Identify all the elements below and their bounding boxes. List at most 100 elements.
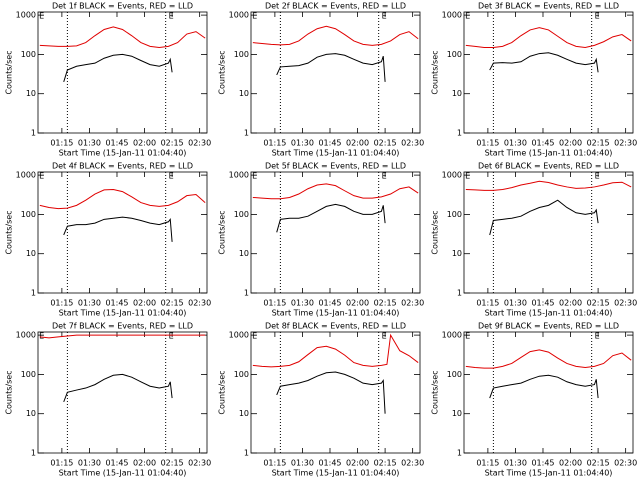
y-axis-label: Counts/sec — [5, 370, 14, 414]
x-tick-label: 01:30 — [78, 299, 101, 308]
y-tick-label: 100 — [234, 210, 249, 219]
x-tick-label: 02:30 — [401, 459, 424, 468]
y-tick-label: 1000 — [442, 171, 462, 180]
x-tick-label: 02:30 — [614, 299, 637, 308]
chart-title: Det 2f BLACK = Events, RED = LLD — [265, 2, 406, 11]
x-tick-label: 02:15 — [161, 299, 184, 308]
chart-title: Det 6f BLACK = Events, RED = LLD — [478, 162, 619, 171]
x-tick-label: 01:30 — [504, 459, 527, 468]
annotation: E — [595, 172, 600, 181]
annotation: E — [169, 12, 174, 21]
series-line — [252, 183, 419, 200]
y-tick-label: 100 — [234, 370, 249, 379]
x-tick-label: 01:30 — [291, 299, 314, 308]
y-tick-label: 1000 — [442, 11, 462, 20]
x-axis-label: Start Time (15-Jan-11 01:04:40) — [485, 309, 613, 318]
chart-title: Det 1f BLACK = Events, RED = LLD — [52, 2, 193, 11]
y-tick-label: 1 — [244, 449, 249, 458]
annotation: E — [252, 332, 257, 341]
x-tick-label: 01:15 — [263, 299, 286, 308]
panel: Det 4f BLACK = Events, RED = LLD Counts/s… — [5, 162, 212, 318]
x-tick-label: 02:00 — [133, 139, 156, 148]
x-tick-label: 02:00 — [559, 139, 582, 148]
chart-title: Det 7f BLACK = Events, RED = LLD — [52, 322, 193, 331]
x-tick-label: 01:45 — [318, 139, 341, 148]
x-tick-label: 01:30 — [504, 299, 527, 308]
series-line — [489, 52, 599, 73]
x-tick-label: 01:15 — [263, 459, 286, 468]
y-tick-label: 1 — [457, 289, 462, 298]
series-line — [465, 180, 632, 191]
panel: Det 5f BLACK = Events, RED = LLD Counts/s… — [218, 162, 425, 318]
x-tick-label: 02:30 — [614, 459, 637, 468]
y-tick-label: 100 — [21, 50, 36, 59]
annotation: E — [169, 332, 174, 341]
chart-title: Det 8f BLACK = Events, RED = LLD — [265, 322, 406, 331]
y-tick-label: 1000 — [229, 331, 249, 340]
x-tick-label: 02:30 — [188, 299, 211, 308]
x-tick-label: 02:00 — [559, 299, 582, 308]
annotation: E — [39, 12, 44, 21]
y-axis-label: Counts/sec — [431, 50, 440, 94]
y-tick-label: 1000 — [229, 11, 249, 20]
x-tick-label: 01:45 — [105, 459, 128, 468]
annotation: E — [169, 172, 174, 181]
y-axis-label: Counts/sec — [5, 210, 14, 254]
x-tick-label: 01:30 — [78, 139, 101, 148]
annotation: E — [252, 12, 257, 21]
chart-title: Det 5f BLACK = Events, RED = LLD — [265, 162, 406, 171]
annotation: E — [39, 332, 44, 341]
panel: Det 9f BLACK = Events, RED = LLD Counts/s… — [431, 322, 638, 478]
x-tick-label: 01:30 — [78, 459, 101, 468]
plot-frame — [37, 171, 208, 294]
series-line — [465, 349, 632, 369]
y-axis-label: Counts/sec — [218, 370, 227, 414]
y-tick-label: 1000 — [442, 331, 462, 340]
y-tick-label: 100 — [447, 210, 462, 219]
x-tick-label: 02:30 — [188, 459, 211, 468]
x-tick-label: 02:15 — [161, 459, 184, 468]
series-line — [63, 216, 173, 242]
y-tick-label: 1 — [457, 449, 462, 458]
y-tick-label: 1 — [31, 129, 36, 138]
annotation: E — [595, 332, 600, 341]
y-tick-label: 10 — [452, 249, 462, 258]
y-axis-label: Counts/sec — [431, 370, 440, 414]
y-tick-label: 1 — [244, 129, 249, 138]
x-tick-label: 01:45 — [105, 299, 128, 308]
x-tick-label: 02:00 — [559, 459, 582, 468]
chart-title: Det 3f BLACK = Events, RED = LLD — [478, 2, 619, 11]
annotation: E — [382, 12, 387, 21]
series-line — [276, 53, 386, 82]
x-tick-label: 01:30 — [291, 459, 314, 468]
x-tick-label: 01:45 — [531, 299, 554, 308]
y-axis-label: Counts/sec — [218, 210, 227, 254]
panel: Det 6f BLACK = Events, RED = LLD Counts/s… — [431, 162, 638, 318]
x-axis-label: Start Time (15-Jan-11 01:04:40) — [485, 469, 613, 478]
y-tick-label: 1000 — [16, 171, 36, 180]
series-line — [276, 371, 386, 414]
x-tick-label: 02:30 — [401, 139, 424, 148]
y-tick-label: 1 — [457, 129, 462, 138]
y-tick-label: 10 — [452, 89, 462, 98]
x-axis-label: Start Time (15-Jan-11 01:04:40) — [272, 469, 400, 478]
x-axis-label: Start Time (15-Jan-11 01:04:40) — [59, 149, 187, 158]
annotation: E — [465, 12, 470, 21]
series-line — [489, 374, 599, 399]
y-tick-label: 100 — [21, 370, 36, 379]
x-tick-label: 02:00 — [346, 139, 369, 148]
plot-frame — [37, 11, 208, 134]
x-tick-label: 01:45 — [318, 299, 341, 308]
panel: Det 7f BLACK = Events, RED = LLD Counts/s… — [5, 322, 212, 478]
y-tick-label: 1 — [244, 289, 249, 298]
y-tick-label: 10 — [239, 89, 249, 98]
x-tick-label: 01:45 — [318, 459, 341, 468]
y-tick-label: 1 — [31, 289, 36, 298]
series-line — [465, 27, 632, 48]
plot-frame — [463, 171, 634, 294]
series-line — [252, 333, 419, 368]
y-axis-label: Counts/sec — [5, 50, 14, 94]
y-tick-label: 100 — [21, 210, 36, 219]
x-axis-label: Start Time (15-Jan-11 01:04:40) — [272, 149, 400, 158]
